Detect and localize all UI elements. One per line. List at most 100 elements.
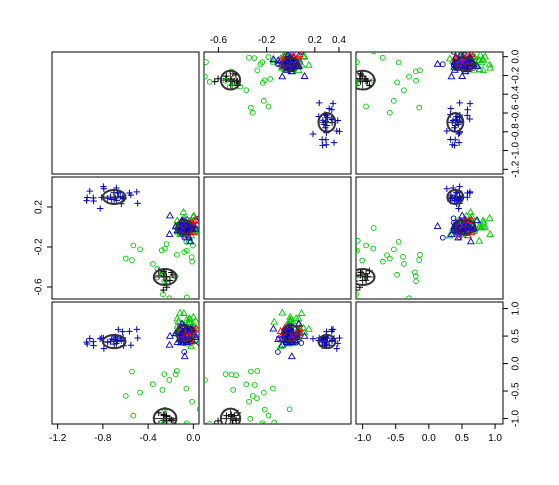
- point-circle: [456, 60, 463, 67]
- ellipse-cross-0: [220, 70, 241, 90]
- point-circle: [289, 331, 296, 338]
- point-circle: [298, 52, 305, 55]
- point-circle: [183, 385, 190, 392]
- point-circle: [150, 261, 156, 267]
- tick-label: 0.0: [511, 49, 522, 63]
- point-circle: [286, 406, 293, 413]
- point-plus: [451, 142, 458, 149]
- point-circle: [260, 389, 267, 396]
- panel-points-r2-c1: [204, 308, 343, 444]
- point-plus: [229, 420, 236, 424]
- point-circle: [384, 252, 390, 258]
- point-triangle: [458, 211, 467, 219]
- point-plus: [336, 334, 343, 342]
- point-circle: [252, 46, 257, 51]
- point-triangle: [300, 71, 309, 79]
- point-triangle: [433, 59, 442, 67]
- point-circle: [356, 295, 357, 299]
- point-circle: [249, 109, 256, 116]
- point-circle: [159, 422, 165, 424]
- y-axis-right-row0: 0.0 -0.2-0.4-0.6-0.8-1.0-1.2: [503, 49, 522, 178]
- point-plus: [112, 194, 119, 202]
- ellipse-cross-2: [455, 220, 476, 234]
- point-circle: [342, 266, 347, 271]
- point-triangle: [486, 229, 495, 237]
- panel-points-r0-c2: [341, 35, 495, 149]
- point-triangle: [481, 52, 490, 60]
- point-triangle: [300, 331, 309, 339]
- point-circle: [380, 54, 386, 61]
- point-circle: [341, 55, 346, 60]
- tick-label: -1.0: [511, 409, 522, 427]
- point-triangle: [294, 52, 303, 59]
- point-triangle: [433, 222, 442, 229]
- point-plus: [223, 412, 230, 419]
- point-circle: [416, 104, 423, 111]
- point-circle: [196, 215, 199, 222]
- point-triangle: [456, 52, 465, 58]
- point-circle: [370, 225, 377, 231]
- point-circle: [204, 73, 208, 80]
- point-circle: [206, 79, 213, 85]
- point-circle: [356, 237, 361, 244]
- point-circle: [238, 431, 243, 436]
- point-triangle: [478, 55, 487, 63]
- tick-label: -0.8: [94, 433, 112, 444]
- point-circle: [150, 381, 156, 388]
- ellipse-cross-0: [153, 408, 177, 424]
- point-plus: [90, 342, 97, 349]
- point-plus: [166, 421, 168, 424]
- point-circle: [246, 54, 252, 61]
- point-plus: [225, 421, 227, 424]
- point-circle: [129, 368, 135, 375]
- point-plus: [119, 328, 126, 335]
- point-triangle: [294, 62, 303, 69]
- point-circle: [265, 412, 272, 419]
- point-circle: [265, 54, 272, 60]
- panel-points-r1-c0: [83, 183, 199, 299]
- point-plus: [362, 270, 370, 278]
- point-triangle: [476, 52, 485, 58]
- point-circle: [385, 35, 390, 40]
- point-circle: [394, 79, 400, 86]
- point-plus: [228, 411, 235, 418]
- point-circle: [230, 387, 237, 393]
- point-circle: [413, 278, 419, 284]
- point-circle: [275, 349, 281, 355]
- point-plus: [309, 130, 317, 138]
- point-plus: [356, 78, 359, 80]
- y-axis-left-row1: 0.2 -0.2 -0.6: [34, 200, 52, 296]
- point-plus: [453, 113, 460, 120]
- point-circle: [380, 258, 386, 265]
- point-plus: [356, 286, 360, 294]
- panel-frame-r1-c1: [203, 176, 352, 300]
- point-circle: [342, 84, 347, 89]
- point-plus: [451, 197, 458, 204]
- tick-label: -0.2: [34, 238, 45, 256]
- point-circle: [159, 387, 166, 393]
- point-circle: [183, 420, 190, 424]
- panel-frame-r2-c2: [355, 301, 504, 425]
- point-circle: [259, 80, 266, 86]
- point-plus: [323, 328, 330, 335]
- point-circle: [243, 381, 250, 388]
- point-circle: [243, 87, 250, 94]
- x-axis-top-col1: -0.6 -0.2 0.2 0.4: [210, 35, 346, 52]
- point-triangle: [270, 317, 279, 325]
- point-triangle: [179, 207, 188, 215]
- point-plus: [452, 116, 460, 123]
- point-circle: [258, 422, 263, 424]
- point-circle: [470, 65, 477, 71]
- point-circle: [268, 439, 273, 444]
- tick-label: -0.6: [511, 104, 522, 122]
- point-circle: [161, 371, 168, 378]
- point-plus: [133, 326, 140, 333]
- point-circle: [137, 246, 144, 253]
- point-circle: [163, 241, 170, 247]
- ellipse-cross-2: [282, 57, 300, 71]
- point-triangle: [269, 324, 278, 332]
- point-circle: [332, 242, 337, 247]
- point-circle: [233, 372, 239, 379]
- point-triangle: [180, 352, 189, 360]
- ellipse-cross-0: [153, 269, 177, 285]
